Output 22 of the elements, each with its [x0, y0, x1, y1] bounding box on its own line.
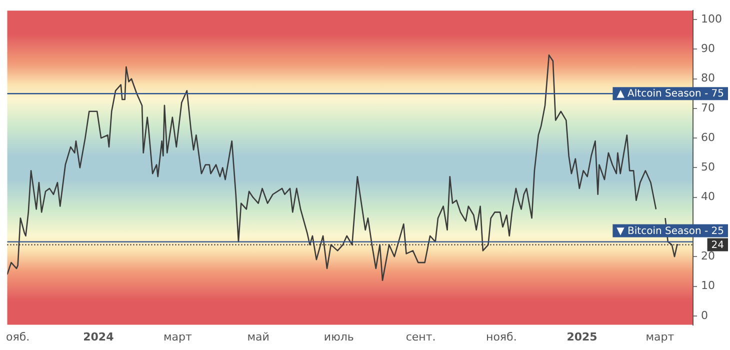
y-tick-label: 40 [701, 190, 716, 204]
x-tick-label: нояб. [486, 330, 517, 344]
x-tick-label: май [247, 330, 270, 344]
x-tick-label: сент. [406, 330, 436, 344]
x-tick-label: июль [324, 330, 354, 344]
ref-line-label: 24 [711, 240, 724, 251]
x-tick-label: март [646, 330, 675, 344]
y-tick-label: 80 [701, 72, 716, 85]
x-tick-label: 2025 [566, 330, 598, 344]
y-tick-label: 0 [701, 308, 708, 322]
y-tick-label: 70 [701, 101, 716, 114]
y-tick-label: 90 [701, 42, 716, 55]
y-tick-label: 20 [701, 249, 716, 262]
y-tick-label: 50 [701, 160, 716, 174]
y-tick-label: 10 [701, 279, 716, 292]
ref-line-label: ▲ Altcoin Season - 75 [616, 88, 724, 100]
y-tick-label: 100 [701, 12, 722, 26]
x-tick-label: март [163, 330, 192, 344]
x-tick-label: ояб. [6, 330, 30, 344]
ref-line-label: ▼ Bitcoin Season - 25 [616, 226, 724, 237]
x-tick-label: 2024 [83, 330, 114, 344]
y-tick-label: 60 [701, 130, 716, 144]
